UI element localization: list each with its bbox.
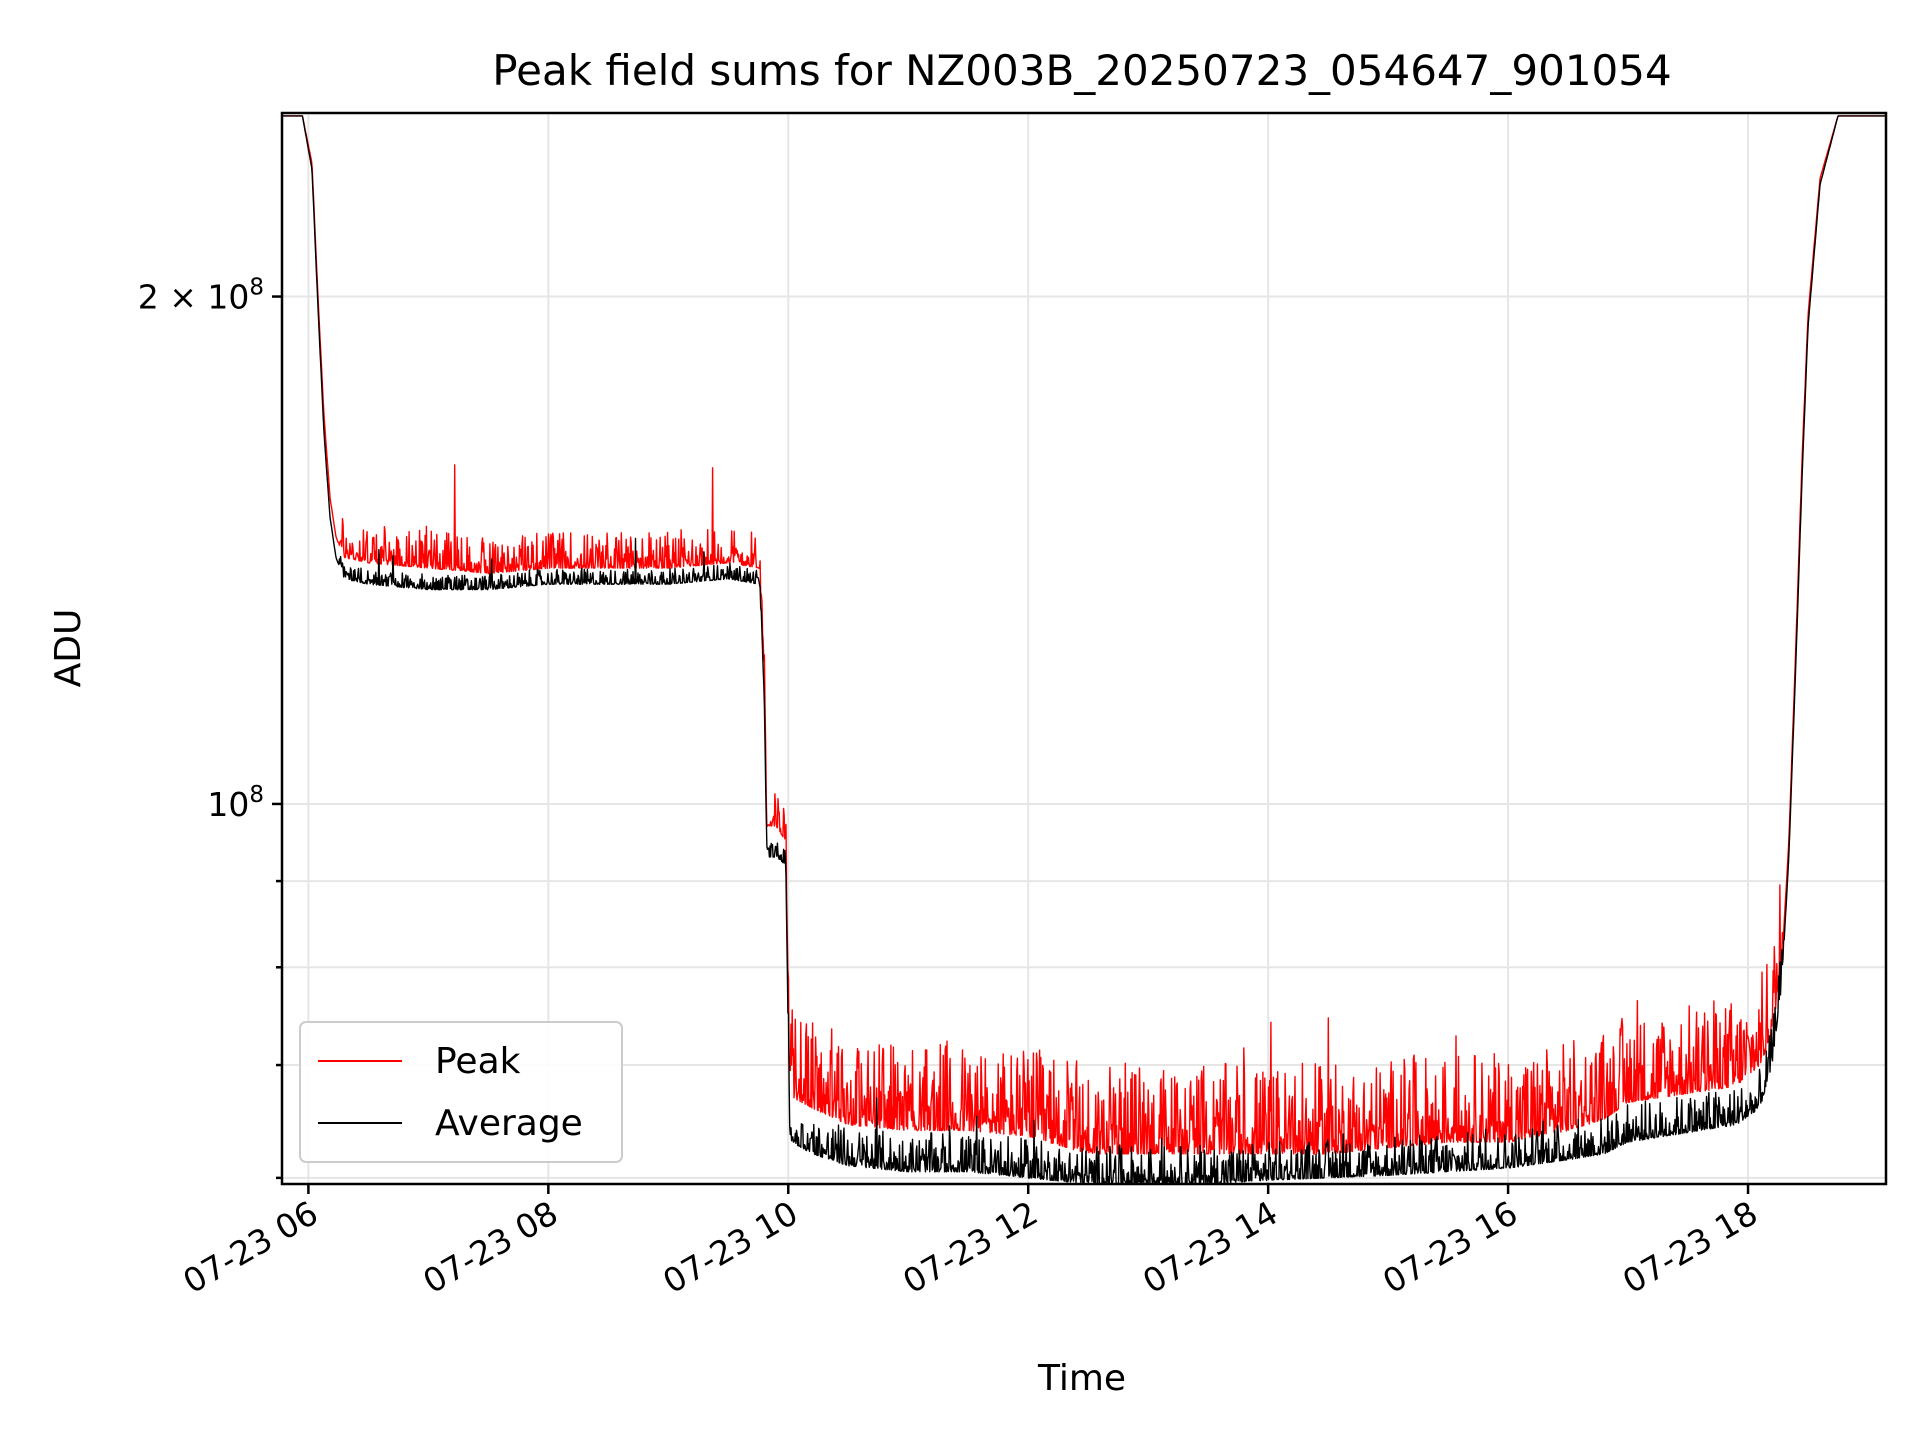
legend-box [299, 1021, 623, 1163]
x-tick-label: 07-23 08 [416, 1193, 564, 1301]
y-tick-label: 108 [207, 782, 264, 824]
y-tick-label: 2 × 108 [138, 275, 264, 317]
legend-label-peak: Peak [435, 1041, 521, 1082]
legend-label-average: Average [435, 1103, 583, 1144]
x-tick-label: 07-23 12 [896, 1193, 1044, 1301]
x-tick-label: 07-23 10 [656, 1193, 804, 1301]
x-tick-label: 07-23 06 [176, 1193, 324, 1301]
legend: Peak Average [299, 1021, 623, 1163]
x-tick-label: 07-23 18 [1616, 1193, 1764, 1301]
x-tick-label: 07-23 16 [1376, 1193, 1524, 1301]
x-axis-label: Time [1037, 1358, 1126, 1399]
y-axis-label: ADU [48, 609, 89, 688]
plot-frame [280, 111, 1888, 1186]
series-line-peak [281, 115, 1887, 1155]
chart-title: Peak field sums for NZ003B_20250723_0546… [492, 46, 1671, 95]
x-tick-label: 07-23 14 [1136, 1193, 1284, 1301]
